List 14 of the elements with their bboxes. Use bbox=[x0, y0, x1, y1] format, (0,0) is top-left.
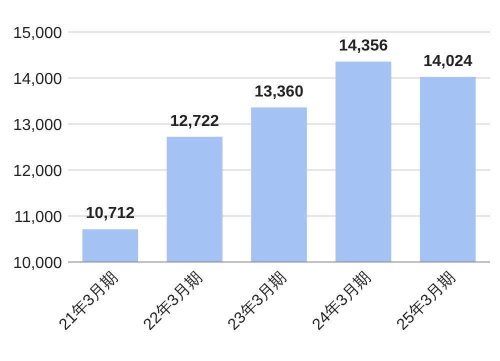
data-label: 12,722 bbox=[170, 112, 220, 130]
x-tick-label: 23年3月期 bbox=[224, 268, 290, 334]
x-tick-label: 24年3月期 bbox=[308, 268, 374, 334]
y-tick-label: 11,000 bbox=[14, 209, 62, 226]
y-tick-label: 12,000 bbox=[13, 163, 62, 180]
y-tick-label: 15,000 bbox=[13, 25, 62, 42]
data-label: 14,024 bbox=[423, 52, 472, 70]
x-tick-label: 25年3月期 bbox=[393, 268, 459, 334]
data-label: 10,712 bbox=[86, 205, 135, 222]
y-tick-label: 13,000 bbox=[13, 117, 62, 134]
y-tick-label: 14,000 bbox=[13, 71, 62, 88]
data-label: 13,360 bbox=[254, 83, 304, 100]
x-tick-label: 22年3月期 bbox=[140, 268, 206, 334]
data-label: 14,356 bbox=[338, 38, 388, 55]
